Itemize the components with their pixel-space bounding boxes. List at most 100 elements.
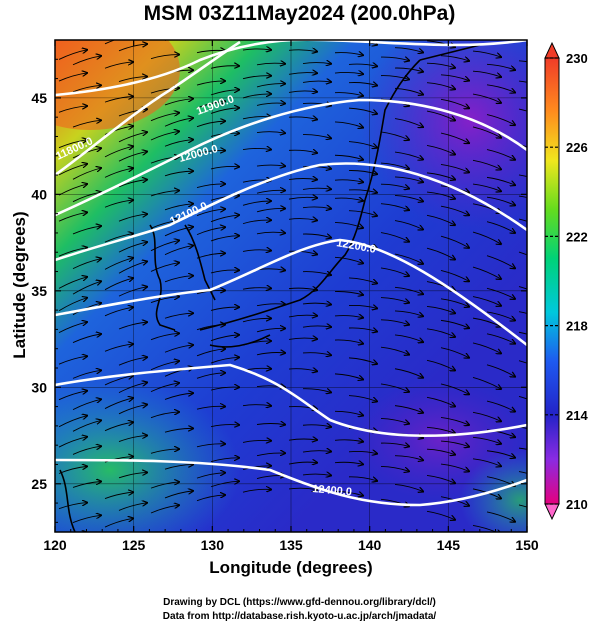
streamline-arrow	[518, 108, 527, 112]
streamline-arrow	[472, 93, 501, 103]
streamline-arrow	[472, 70, 501, 77]
x-tick-label: 125	[122, 537, 146, 553]
streamline-arrow	[210, 66, 239, 69]
streamline-arrow	[486, 333, 515, 344]
streamline-arrow	[440, 74, 469, 81]
streamline-arrow	[518, 447, 527, 450]
streamline-arrow	[164, 171, 193, 177]
streamline-arrow	[486, 63, 515, 70]
streamline-arrow	[72, 482, 101, 488]
streamline-arrow	[210, 458, 239, 463]
streamline-arrow	[334, 490, 363, 495]
contour-12300	[55, 363, 527, 437]
x-tick-label: 135	[279, 537, 303, 553]
streamline-arrow	[210, 196, 239, 201]
streamline-arrow	[72, 420, 101, 432]
x-tick-label: 145	[437, 537, 461, 553]
streamline-arrow	[256, 304, 285, 306]
streamline-arrow	[440, 440, 469, 447]
streamline-arrow	[302, 63, 331, 64]
streamline-arrow	[380, 418, 409, 423]
streamline-arrow	[518, 60, 527, 63]
streamline-arrow	[518, 251, 527, 256]
streamline-arrow	[394, 68, 423, 72]
streamline-arrow	[486, 511, 515, 522]
streamline-arrow	[104, 422, 133, 432]
streamline-arrow	[210, 270, 239, 273]
streamline-arrow	[440, 270, 469, 281]
streamline-arrow	[72, 168, 101, 180]
streamline-arrow	[472, 317, 501, 326]
streamline-arrow	[472, 296, 501, 306]
streamline-arrow	[348, 141, 377, 148]
streamline-arrow	[118, 109, 147, 117]
streamline-arrow	[150, 88, 179, 94]
streamline-arrow	[440, 417, 469, 424]
contour-12200	[55, 238, 527, 347]
streamline-arrow	[242, 148, 271, 149]
streamline-arrow	[426, 82, 455, 89]
streamline-arrow	[394, 334, 423, 342]
contour-12000	[55, 98, 527, 217]
streamline-arrow	[348, 190, 377, 193]
streamline-arrow	[302, 474, 331, 475]
streamline-arrow	[164, 428, 193, 433]
streamline-arrow	[118, 435, 147, 443]
map-title: MSM 03Z11May2024 (200.0hPa)	[143, 2, 456, 25]
streamline-arrow	[380, 131, 409, 140]
streamline-arrow	[288, 150, 317, 153]
streamline-arrow	[196, 227, 225, 236]
streamline-arrow	[242, 94, 271, 99]
streamline-arrow	[380, 57, 409, 61]
streamline-arrow	[58, 73, 87, 82]
streamline-arrow	[150, 263, 179, 272]
streamline-arrow	[380, 203, 409, 210]
streamline-arrow	[518, 311, 527, 314]
streamline-arrow	[242, 288, 271, 290]
streamline-arrow	[394, 118, 423, 127]
x-tick-label: 140	[358, 537, 382, 553]
contour-12100	[55, 162, 527, 262]
streamline-arrow	[256, 63, 285, 65]
streamline-arrow	[288, 50, 317, 52]
streamline-arrow	[334, 121, 363, 128]
streamline-arrow	[196, 253, 225, 259]
streamline-arrow	[302, 326, 331, 327]
streamline-arrow	[380, 76, 409, 80]
colorbar-tick-label: 218	[566, 319, 588, 334]
streamline-arrow	[104, 168, 133, 178]
streamline-arrow	[58, 466, 87, 474]
streamline-arrow	[58, 437, 87, 448]
streamline-arrow	[118, 357, 147, 366]
streamline-arrow	[150, 131, 179, 141]
streamline-arrow	[380, 232, 409, 242]
streamline-arrow	[72, 259, 101, 270]
streamline-arrow	[426, 172, 455, 180]
streamline-arrow	[242, 318, 271, 323]
streamline-arrow	[426, 448, 455, 454]
y-tick-label: 25	[31, 476, 47, 492]
streamline-arrow	[334, 93, 363, 96]
streamline-arrow	[164, 345, 193, 353]
streamline-arrow	[486, 114, 515, 125]
streamline-arrow	[58, 212, 87, 222]
streamline-arrow	[210, 387, 239, 391]
streamline-arrow	[440, 132, 469, 143]
streamline-arrow	[118, 322, 147, 330]
streamline-arrow	[118, 261, 147, 274]
streamline-arrow	[72, 56, 101, 66]
streamline-arrow	[256, 453, 285, 456]
streamline-arrow	[256, 424, 285, 425]
streamline-arrow	[257, 32, 285, 34]
streamline-arrow	[302, 135, 331, 139]
streamline-arrow	[242, 440, 271, 442]
streamline-arrow	[426, 396, 455, 406]
streamline-arrow	[196, 209, 225, 216]
streamline-arrow	[335, 23, 363, 28]
streamline-arrow	[486, 311, 515, 320]
colorbar-tick-label: 222	[566, 229, 588, 244]
streamline-arrow	[58, 164, 87, 176]
streamline-arrow	[196, 444, 225, 448]
streamline-arrow	[288, 439, 317, 440]
streamline-arrow	[334, 222, 363, 227]
